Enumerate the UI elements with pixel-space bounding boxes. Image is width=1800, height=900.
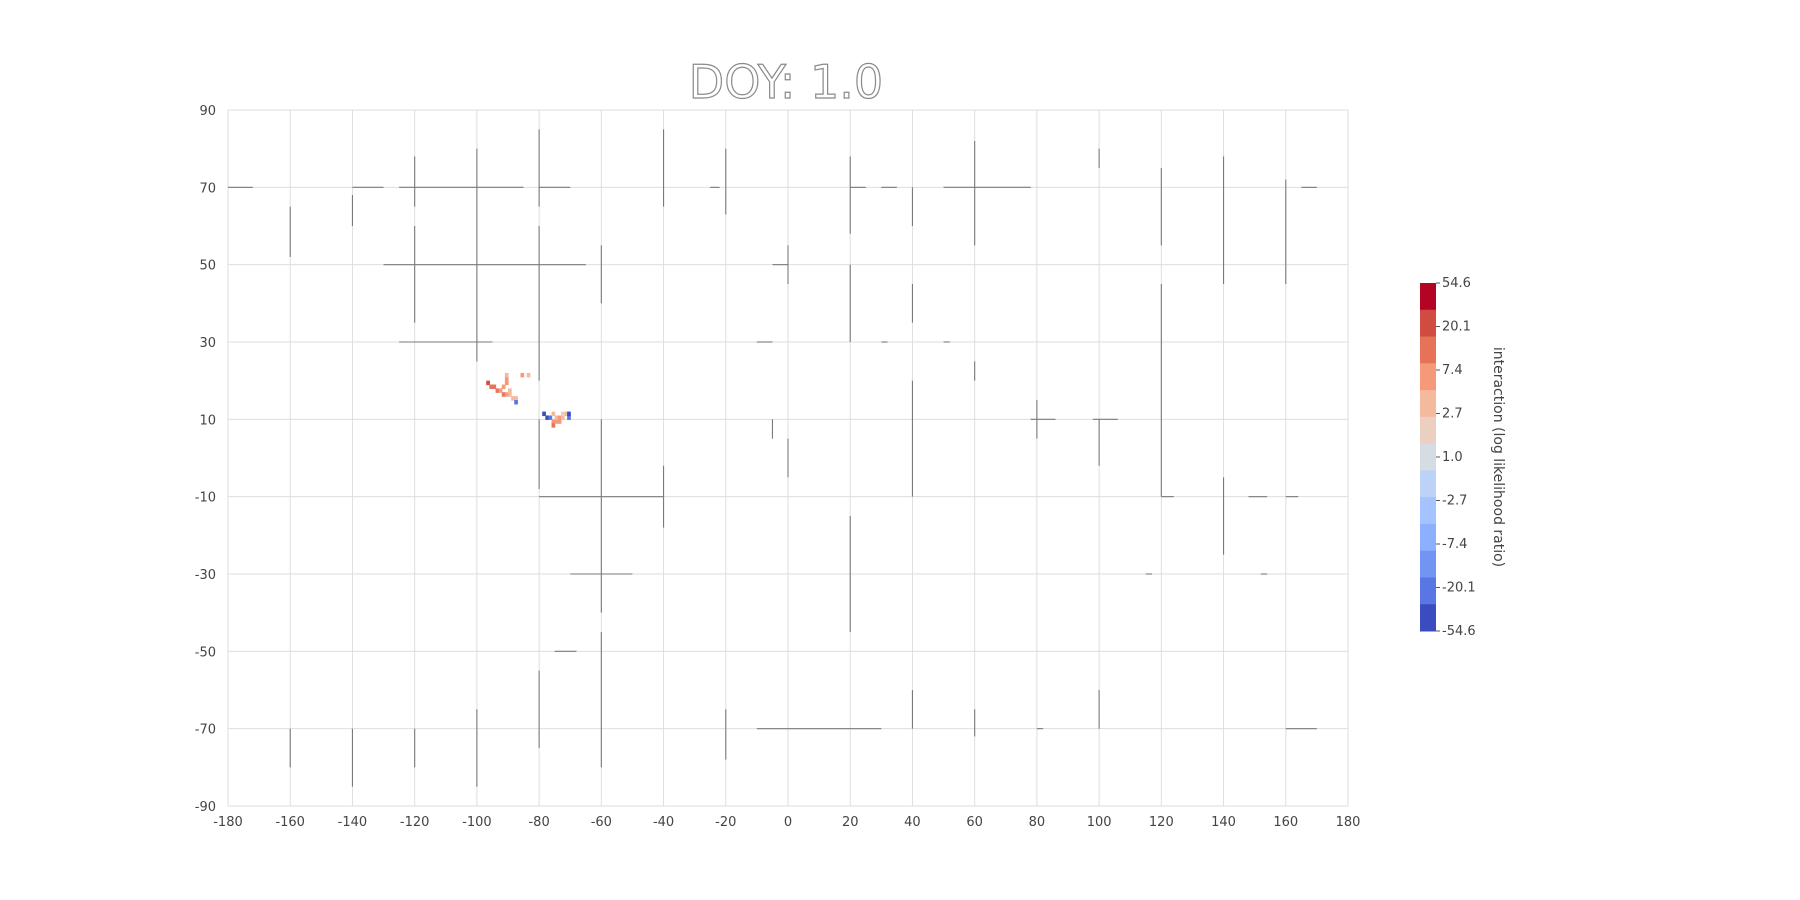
heatmap-cell bbox=[501, 392, 506, 397]
heatmap-cell bbox=[511, 396, 515, 401]
colorbar-block bbox=[1420, 470, 1436, 498]
y-tick-label: -70 bbox=[195, 723, 216, 738]
colorbar-block bbox=[1420, 309, 1436, 338]
colorbar-block bbox=[1420, 283, 1436, 311]
x-tick-label: -160 bbox=[275, 815, 305, 830]
x-tick-label: -140 bbox=[338, 815, 368, 830]
heatmap-cell bbox=[504, 372, 509, 378]
chart-title: DOY: 1.0 bbox=[689, 55, 883, 109]
heatmap-cell bbox=[501, 384, 506, 389]
y-tick-label: -10 bbox=[195, 491, 216, 506]
colorbar-block bbox=[1420, 604, 1436, 632]
colorbar-block bbox=[1420, 336, 1436, 364]
x-tick-label: -80 bbox=[528, 815, 549, 830]
colorbar-tick-label: 7.4 bbox=[1442, 363, 1463, 378]
x-tick-label: 180 bbox=[1336, 815, 1361, 830]
heatmap-cell bbox=[551, 411, 556, 417]
y-tick-label: 90 bbox=[199, 104, 216, 119]
colorbar-block bbox=[1420, 416, 1436, 445]
y-tick-labels: 90 70 50 30 10 -10 -30 -50 -70 -90 bbox=[195, 104, 216, 815]
heatmap-cell bbox=[489, 384, 494, 389]
heatmap-cell bbox=[504, 392, 509, 397]
x-tick-label: 100 bbox=[1087, 815, 1112, 830]
x-tick-label: 160 bbox=[1273, 815, 1298, 830]
x-tick-labels: -180 -160 -140 -120 -100 -80 -60 -40 -20 0 20 40 60 8… bbox=[213, 815, 1360, 830]
x-tick-label: -180 bbox=[213, 815, 243, 830]
y-tick-label: -90 bbox=[195, 800, 216, 815]
heatmap-cell bbox=[508, 392, 512, 397]
colorbar-tick-label: 2.7 bbox=[1442, 407, 1463, 422]
heatmap-cell bbox=[557, 415, 562, 420]
y-tick-label: 10 bbox=[199, 413, 216, 428]
heatmap-cell bbox=[551, 423, 556, 428]
colorbar-tick-label: 1.0 bbox=[1442, 450, 1463, 465]
x-tick-label: 0 bbox=[784, 815, 792, 830]
x-tick-label: 80 bbox=[1029, 815, 1046, 830]
heatmap-cell bbox=[557, 419, 562, 424]
colorbar-gradient bbox=[1420, 283, 1436, 632]
heatmap-cell bbox=[504, 380, 509, 386]
coastline-marks bbox=[228, 129, 1317, 787]
x-tick-label: 60 bbox=[966, 815, 983, 830]
colorbar-block bbox=[1420, 497, 1436, 525]
colorbar-block bbox=[1420, 443, 1436, 471]
heatmap-cell bbox=[560, 411, 565, 417]
colorbar-tick-label: -54.6 bbox=[1442, 624, 1476, 639]
y-tick-label: 70 bbox=[199, 181, 216, 196]
heatmap-cell bbox=[542, 411, 546, 417]
x-tick-label: 40 bbox=[904, 815, 921, 830]
y-tick-label: 30 bbox=[199, 336, 216, 351]
heatmap-cell bbox=[492, 384, 497, 389]
heatmap-cell bbox=[520, 372, 525, 378]
colorbar: 54.6 20.1 7.4 2.7 1.0 -2.7 -7.4 -20.1 -54.6 inte… bbox=[1420, 276, 1506, 639]
y-tick-label: -50 bbox=[195, 645, 216, 660]
heatmap-cell bbox=[560, 415, 565, 420]
x-tick-label: 20 bbox=[842, 815, 859, 830]
colorbar-tick-labels: 54.6 20.1 7.4 2.7 1.0 -2.7 -7.4 -20.1 -54.6 bbox=[1436, 276, 1476, 639]
x-tick-label: 140 bbox=[1211, 815, 1236, 830]
heatmap-cell bbox=[526, 372, 531, 378]
colorbar-tick-label: 20.1 bbox=[1442, 320, 1471, 335]
colorbar-label: interaction (log likelihood ratio) bbox=[1490, 347, 1506, 567]
x-tick-label: -20 bbox=[715, 815, 736, 830]
heatmap-cell bbox=[514, 400, 518, 405]
heatmap-cell bbox=[567, 411, 571, 417]
colorbar-tick-label: -7.4 bbox=[1442, 537, 1467, 552]
x-tick-label: 120 bbox=[1149, 815, 1174, 830]
heatmap-cell bbox=[486, 380, 490, 386]
colorbar-block bbox=[1420, 390, 1436, 418]
heatmap-cell bbox=[545, 415, 550, 420]
heatmap-cell bbox=[508, 388, 512, 393]
heatmap-cell bbox=[514, 396, 518, 401]
heatmap-cells bbox=[486, 372, 571, 428]
colorbar-tick-label: -20.1 bbox=[1442, 581, 1476, 596]
x-tick-label: -100 bbox=[462, 815, 492, 830]
colorbar-block bbox=[1420, 523, 1436, 552]
heatmap-cell bbox=[551, 419, 556, 424]
heatmap-cell bbox=[564, 411, 568, 417]
heatmap-cell bbox=[498, 388, 503, 393]
heatmap-cell bbox=[495, 388, 500, 393]
colorbar-block bbox=[1420, 550, 1436, 578]
y-tick-label: -30 bbox=[195, 568, 216, 583]
heatmap-cell bbox=[504, 376, 509, 382]
colorbar-tick-label: 54.6 bbox=[1442, 276, 1471, 291]
heatmap-cell bbox=[554, 419, 559, 424]
heatmap-cell bbox=[554, 415, 559, 420]
heatmap-cell bbox=[567, 415, 571, 420]
heatmap-cell bbox=[548, 415, 553, 420]
colorbar-tick-label: -2.7 bbox=[1442, 494, 1467, 509]
y-tick-label: 50 bbox=[199, 259, 216, 274]
colorbar-block bbox=[1420, 363, 1436, 391]
x-tick-label: -40 bbox=[653, 815, 674, 830]
x-tick-label: -120 bbox=[400, 815, 430, 830]
colorbar-block bbox=[1420, 577, 1436, 605]
x-tick-label: -60 bbox=[591, 815, 612, 830]
